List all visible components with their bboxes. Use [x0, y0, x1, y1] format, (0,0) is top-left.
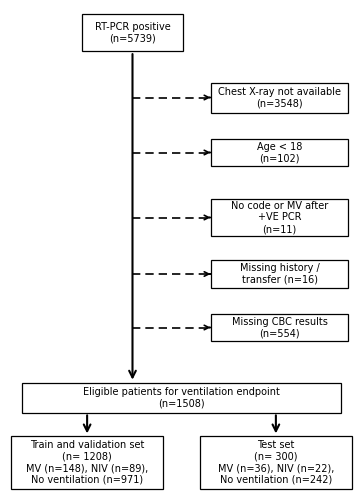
FancyBboxPatch shape — [211, 82, 348, 112]
FancyBboxPatch shape — [211, 138, 348, 166]
Text: Age < 18
(n=102): Age < 18 (n=102) — [257, 142, 302, 164]
Text: Missing history /
transfer (n=16): Missing history / transfer (n=16) — [240, 263, 319, 285]
Text: Missing CBC results
(n=554): Missing CBC results (n=554) — [232, 316, 327, 338]
Text: Test set
(n= 300)
MV (n=36), NIV (n=22),
No ventilation (n=242): Test set (n= 300) MV (n=36), NIV (n=22),… — [218, 440, 334, 485]
Text: RT-PCR positive
(n=5739): RT-PCR positive (n=5739) — [95, 22, 170, 44]
FancyBboxPatch shape — [200, 436, 352, 489]
FancyBboxPatch shape — [211, 314, 348, 342]
Text: Train and validation set
(n= 1208)
MV (n=148), NIV (n=89),
No ventilation (n=971: Train and validation set (n= 1208) MV (n… — [26, 440, 148, 485]
FancyBboxPatch shape — [211, 199, 348, 236]
FancyBboxPatch shape — [211, 260, 348, 288]
FancyBboxPatch shape — [11, 436, 163, 489]
FancyBboxPatch shape — [82, 14, 183, 51]
Text: Eligible patients for ventilation endpoint
(n=1508): Eligible patients for ventilation endpoi… — [83, 386, 280, 408]
Text: Chest X-ray not available
(n=3548): Chest X-ray not available (n=3548) — [218, 86, 341, 108]
Text: No code or MV after
+VE PCR
(n=11): No code or MV after +VE PCR (n=11) — [231, 201, 328, 234]
FancyBboxPatch shape — [22, 382, 341, 412]
